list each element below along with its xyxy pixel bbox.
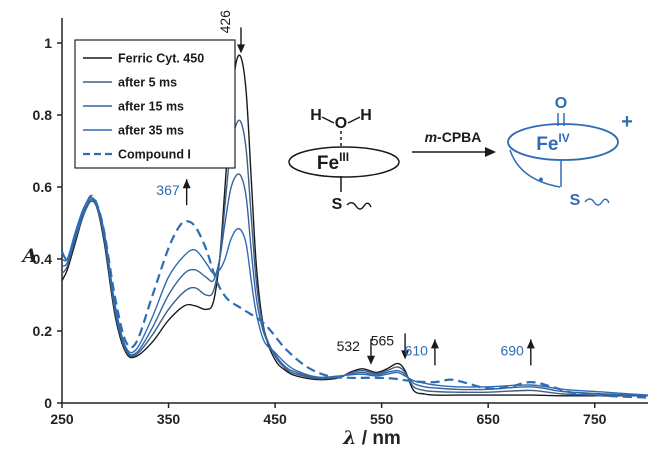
x-axis-symbol: λ <box>342 427 356 449</box>
peak-arrow-head <box>366 355 375 365</box>
x-tick-label: 350 <box>157 411 181 427</box>
iron-label-ferric: FeIII <box>317 150 349 174</box>
peak-label: 690 <box>500 342 524 358</box>
peak-label: 610 <box>405 342 429 358</box>
ferric-heme-structure: H O H FeIII S <box>288 107 400 213</box>
peak-label: 565 <box>371 332 395 348</box>
porphyrin-ring-compound-i <box>507 123 619 161</box>
series-line-3 <box>61 196 649 396</box>
radical-dot: • <box>539 171 544 187</box>
o-h-bond-right <box>347 116 361 124</box>
x-axis-unit: / nm <box>356 428 400 449</box>
legend-box <box>74 39 236 169</box>
reaction-scheme: H O H FeIII S m-CPBA O FeIV + <box>288 95 633 213</box>
legend-label: after 15 ms <box>118 100 184 114</box>
reagent-label: m-CPBA <box>425 129 482 145</box>
cysteine-wavy-bond-compound-i <box>584 198 610 206</box>
legend-label: after 5 ms <box>118 76 177 90</box>
x-tick-label: 550 <box>370 411 394 427</box>
radical-cation-charge: + <box>621 111 633 133</box>
axis-ticks: 250 350 450 550 650 750 0 0.2 0.4 0.6 0.8 1 <box>33 35 607 427</box>
oxidation-state-iii: III <box>339 150 349 164</box>
arrow-head <box>485 147 496 157</box>
oxo-oxygen: O <box>555 95 567 112</box>
legend-label: Ferric Cyt. 450 <box>118 52 204 66</box>
sulfur-label-compound-i: S <box>570 192 581 209</box>
peak-arrow-head <box>430 339 439 349</box>
reagent-suffix: -CPBA <box>437 129 481 145</box>
cysteine-wavy-bond-ferric <box>346 202 372 210</box>
peak-arrow-head <box>182 179 191 189</box>
x-axis-title: λ / nm <box>342 427 401 449</box>
x-tick-label: 650 <box>477 411 501 427</box>
peak-arrow-head <box>401 350 410 360</box>
water-hydrogen-left: H <box>310 107 322 124</box>
water-oxygen: O <box>335 115 347 132</box>
y-tick-label: 0 <box>44 395 52 411</box>
porphyrin-ring-ferric <box>288 146 400 178</box>
reaction-arrow: m-CPBA <box>412 129 496 157</box>
reagent-prefix: m <box>425 129 437 145</box>
legend-label: Compound I <box>118 148 191 162</box>
peak-annotations: 426 367 532 565 610 690 <box>156 10 535 366</box>
sulfur-label-ferric: S <box>332 196 343 213</box>
o-h-bond-left <box>321 116 335 124</box>
x-tick-label: 450 <box>263 411 287 427</box>
legend-label: after 35 ms <box>118 124 184 138</box>
oxidation-state-iv: IV <box>558 131 569 145</box>
iron-symbol-iv: Fe <box>536 134 558 155</box>
y-tick-label: 0.2 <box>33 323 53 339</box>
y-tick-label: 1 <box>44 35 52 51</box>
legend-items: Ferric Cyt. 450 after 5 ms after 15 ms afte… <box>83 52 204 162</box>
iron-label-compound-i: FeIV <box>536 131 570 155</box>
y-axis-title: A <box>21 245 38 267</box>
peak-label: 532 <box>337 338 361 354</box>
peak-arrow-head <box>236 44 245 54</box>
y-tick-label: 0.8 <box>33 107 53 123</box>
x-tick-label: 750 <box>583 411 607 427</box>
cysteine-ligand-curve <box>509 149 561 188</box>
series-line-4 <box>61 194 649 399</box>
iron-symbol: Fe <box>317 153 339 174</box>
x-tick-label: 250 <box>50 411 74 427</box>
peak-label: 426 <box>217 10 233 34</box>
legend: Ferric Cyt. 450 after 5 ms after 15 ms afte… <box>74 39 236 169</box>
water-hydrogen-right: H <box>360 107 372 124</box>
y-tick-label: 0.6 <box>33 179 53 195</box>
series-line-2 <box>61 173 649 397</box>
peak-arrow-head <box>526 339 535 349</box>
compound-i-structure: O FeIV + • S <box>507 95 633 209</box>
peak-label: 367 <box>156 182 180 198</box>
y-tick-label: 0.4 <box>33 251 53 267</box>
series-line-0 <box>61 54 648 397</box>
series-lines <box>61 54 649 399</box>
